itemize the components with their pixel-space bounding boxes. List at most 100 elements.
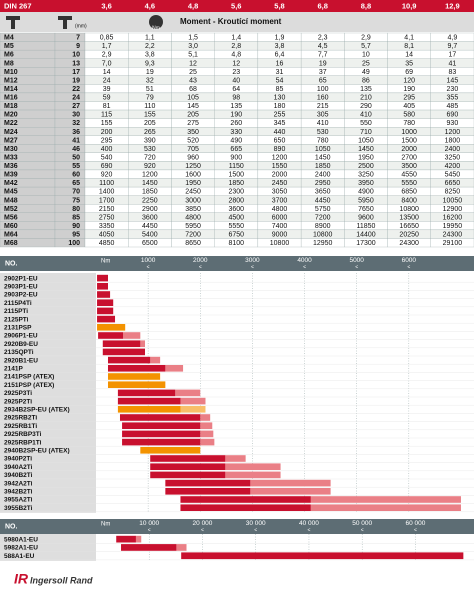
x-tick-label: 60 000 [405, 520, 425, 527]
axis-band [0, 256, 474, 271]
axis-unit: Nm [101, 522, 110, 528]
cell-text: M30 [4, 146, 18, 153]
cell-text: 1450 [358, 146, 374, 153]
range-extension [165, 365, 184, 372]
cell-text: 22 [72, 86, 80, 93]
cell-text: 200 [101, 129, 113, 136]
cell-text: 13 [72, 60, 80, 67]
cell-text: 0,85 [100, 35, 114, 42]
cell-text: 1600 [185, 172, 201, 179]
cell-text: 1850 [142, 189, 158, 196]
range-extension [200, 438, 215, 446]
cell-text: 4,9 [448, 35, 458, 42]
cell-text: 4,8 [231, 52, 241, 59]
tool-label: 2920B1-EU [4, 357, 38, 364]
cell-text: 215 [317, 103, 329, 110]
tick-marker: < [254, 527, 257, 533]
cell-text: 520 [187, 137, 199, 144]
cell-text: 1150 [229, 163, 244, 170]
range-bar [140, 447, 201, 454]
cell-text: 39 [103, 86, 111, 93]
cell-text: 4200 [445, 163, 461, 170]
tick-marker: < [251, 264, 254, 270]
tick-marker: < [303, 264, 306, 270]
cell-text: 16 [276, 60, 284, 67]
range-bar [102, 348, 146, 356]
tool-label: 2151PSP (ATEX) [4, 382, 54, 389]
cell [54, 186, 86, 196]
range-bar [121, 544, 177, 551]
cell-text: 31 [276, 69, 284, 76]
cell-text: 12950 [313, 240, 333, 247]
tool-label: 588A1-EU [4, 553, 35, 560]
cell-text: 265 [144, 129, 156, 136]
tick-marker: < [355, 264, 358, 270]
cell-text: 690 [101, 163, 113, 170]
cell-text: 24300 [399, 240, 419, 247]
cell-text: 2700 [401, 154, 417, 161]
cell-text: 98 [232, 95, 240, 102]
cell-text: 68 [189, 86, 197, 93]
cell-text: 2,2 [145, 43, 155, 50]
cell-text: 24 [103, 77, 111, 84]
tool-label: 5982A1-EU [4, 545, 38, 552]
range-bar [97, 307, 114, 315]
cell-text: 665 [230, 146, 242, 153]
cell-text: 10800 [399, 206, 419, 213]
cell-text: 20250 [399, 232, 419, 239]
cell-text: 410 [317, 120, 329, 127]
cell-text: M22 [4, 120, 18, 127]
cell-text: M68 [4, 240, 18, 247]
cell-text: 65 [72, 180, 80, 187]
tick-marker: < [307, 527, 310, 533]
x-tick-label: 5000 [349, 257, 364, 264]
cell-text: 3,0 [188, 43, 198, 50]
cell-text: 4,1 [404, 35, 414, 42]
cell-text: M20 [4, 112, 18, 119]
range-extension [310, 504, 461, 511]
cell-text: 900 [230, 154, 242, 161]
tool-label: 2925P2Ti [4, 398, 32, 405]
cell-text: 7 [76, 35, 80, 42]
range-bar [119, 414, 201, 421]
range-bar [181, 552, 464, 560]
cell-text: 3000 [185, 197, 201, 204]
icons [6, 15, 163, 29]
cell [54, 144, 86, 153]
cell [54, 229, 86, 239]
cell-text: 40 [232, 77, 240, 84]
cell-text: 69 [405, 69, 413, 76]
cell-text: 7,7 [318, 52, 328, 59]
cell-text: 1,1 [145, 35, 155, 42]
cell-text: 100 [68, 240, 80, 247]
tool-label: 3955A2Ti [4, 497, 33, 504]
cell-text: 155 [101, 120, 113, 127]
tool-label: 2934B2SP-EU (ATEX) [4, 407, 70, 414]
cell-text: 3250 [358, 172, 374, 179]
range-bar [150, 463, 226, 470]
cell-text: 35 [405, 60, 413, 67]
cell-text: 10050 [443, 197, 463, 204]
tool-label: 2115P4Ti [4, 300, 32, 307]
range-bar [102, 340, 141, 347]
cell [54, 75, 86, 85]
cell-text: 11850 [356, 223, 375, 230]
tool-label: 3940P2Ti [4, 456, 32, 463]
tool-label: 3940B2Ti [4, 472, 33, 479]
tool-label: 5980A1-EU [4, 536, 38, 543]
cell-text: 85 [72, 214, 80, 221]
range-extension [310, 496, 461, 503]
cell-text: 10800 [270, 240, 290, 247]
tool-label: 3942A2Ti [4, 480, 33, 487]
cell-text: 2,8 [231, 43, 241, 50]
range-bar [150, 471, 226, 479]
cell-text: 25 [362, 60, 370, 67]
cell-text: 6500 [142, 240, 158, 247]
cell-text: M14 [4, 86, 18, 93]
cell-text: 17 [72, 69, 80, 76]
cell [54, 109, 86, 119]
cell-text: 930 [447, 120, 459, 127]
range-bar [117, 389, 176, 397]
cell-text: 890 [274, 146, 286, 153]
